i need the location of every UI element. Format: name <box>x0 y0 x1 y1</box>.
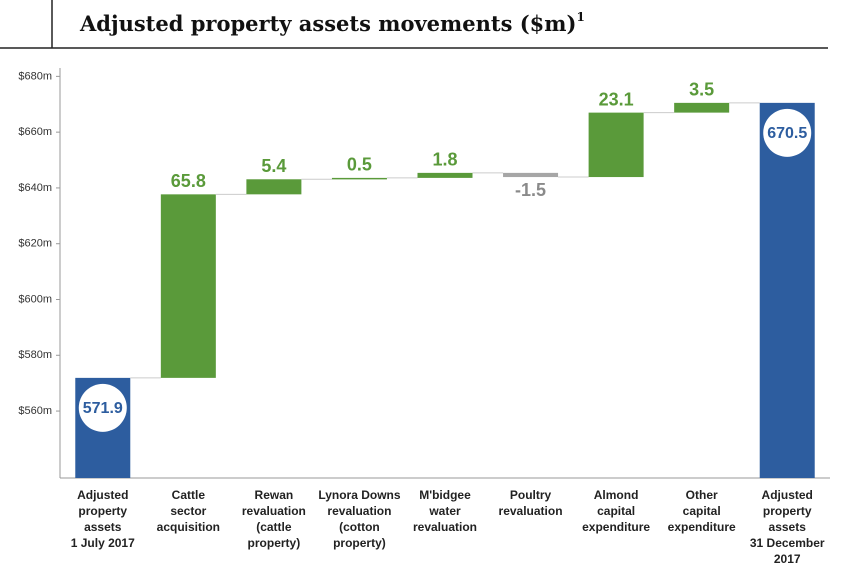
bar <box>246 179 302 195</box>
value-label: 3.5 <box>689 80 714 100</box>
value-label: 571.9 <box>83 400 123 417</box>
value-label: -1.5 <box>515 180 546 200</box>
x-tick-label: Rewan <box>255 488 294 502</box>
x-tick-label: water <box>428 504 461 518</box>
title-text: Adjusted property assets movements ($m) <box>79 11 576 36</box>
x-tick-label: property <box>763 504 812 518</box>
x-tick-label: Almond <box>594 488 639 502</box>
y-tick-label: $580m <box>18 349 52 361</box>
bar <box>503 172 559 178</box>
x-tick-label: property <box>78 504 127 518</box>
x-tick-label: revaluation <box>242 504 306 518</box>
x-tick-label: capital <box>683 504 721 518</box>
x-tick-label: (cattle <box>256 520 292 534</box>
y-tick-label: $560m <box>18 405 52 417</box>
bar <box>331 177 387 180</box>
bar <box>759 102 815 478</box>
value-label: 5.4 <box>261 156 286 176</box>
y-tick-label: $680m <box>18 70 52 82</box>
x-tick-label: expenditure <box>668 520 736 534</box>
x-tick-label: (cotton <box>339 520 380 534</box>
bar <box>417 172 473 178</box>
x-tick-label: Poultry <box>510 488 552 502</box>
x-tick-label: 1 July 2017 <box>71 536 135 550</box>
y-tick-label: $600m <box>18 293 52 305</box>
x-tick-label: assets <box>84 520 122 534</box>
x-tick-label: sector <box>170 504 206 518</box>
x-tick-label: revaluation <box>413 520 477 534</box>
x-tick-label: capital <box>597 504 635 518</box>
x-tick-label: revaluation <box>499 504 563 518</box>
x-tick-label: 31 December <box>750 536 825 550</box>
value-label: 670.5 <box>767 125 807 142</box>
chart-title: Adjusted property assets movements ($m)1 <box>79 10 585 36</box>
x-tick-label: Other <box>686 488 718 502</box>
x-tick-label: property) <box>248 536 301 550</box>
title-footnote: 1 <box>576 10 584 24</box>
value-label: 0.5 <box>347 155 372 175</box>
y-tick-label: $620m <box>18 238 52 250</box>
bar <box>588 112 644 178</box>
x-tick-label: expenditure <box>582 520 650 534</box>
x-tick-label: Lynora Downs <box>318 488 401 502</box>
y-tick-label: $660m <box>18 126 52 138</box>
x-tick-label: acquisition <box>157 520 220 534</box>
y-tick-label: $640m <box>18 182 52 194</box>
x-tick-label: Adjusted <box>77 488 128 502</box>
x-tick-label: 2017 <box>774 552 801 566</box>
bar <box>674 102 730 113</box>
x-tick-label: M'bidgee <box>419 488 471 502</box>
x-tick-label: Adjusted <box>762 488 813 502</box>
value-badge <box>763 108 812 157</box>
x-tick-label: property) <box>333 536 386 550</box>
value-badge <box>78 383 127 432</box>
value-label: 65.8 <box>171 171 206 191</box>
x-tick-label: Cattle <box>172 488 206 502</box>
value-label: 23.1 <box>599 89 634 109</box>
bar <box>160 194 216 378</box>
x-tick-label: assets <box>769 520 807 534</box>
x-tick-label: revaluation <box>327 504 391 518</box>
value-label: 1.8 <box>432 150 457 170</box>
